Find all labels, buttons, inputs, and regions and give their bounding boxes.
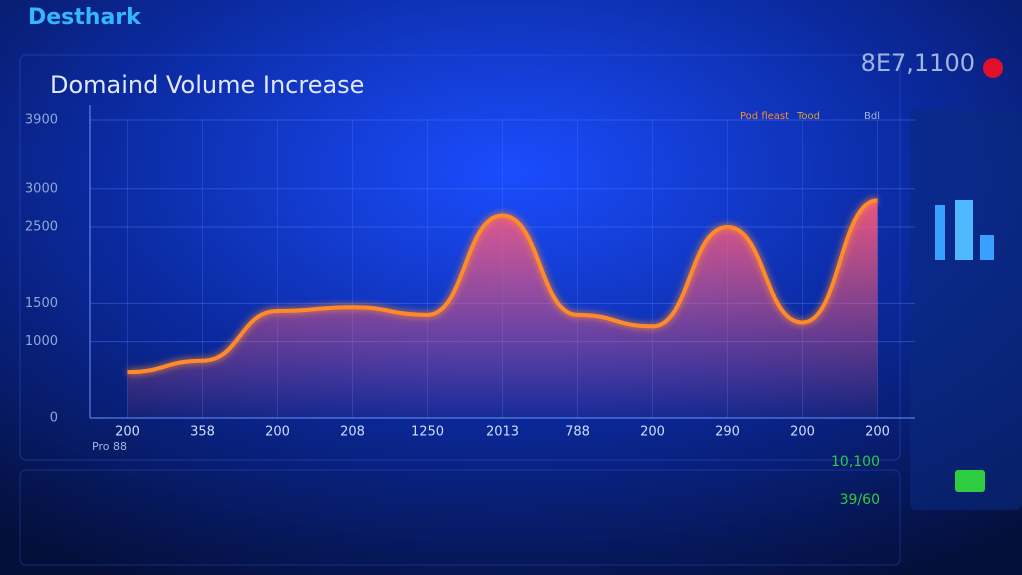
x-tick-label: 2013 [486, 425, 519, 440]
side-bar [955, 200, 973, 260]
area-fill [127, 200, 878, 418]
footer-value: 10,100 [831, 454, 880, 470]
brand: Desthark [28, 5, 142, 30]
legend-label: Pod fleast [740, 111, 789, 122]
y-tick-label: 2500 [25, 219, 58, 234]
legend-label: Bdl [864, 111, 880, 122]
status-block [955, 470, 985, 492]
x-tick-label: 200 [640, 425, 665, 440]
bottom-panel [19, 469, 901, 566]
x-tick-label: 200 [115, 425, 140, 440]
x-tick-label: 358 [190, 425, 215, 440]
x-note: Pro 88 [92, 440, 127, 453]
footer-value: 39/60 [840, 492, 880, 508]
y-tick-label: 3900 [25, 113, 58, 128]
side-bars [935, 200, 994, 492]
chart-title: Domaind Volume Increase [50, 71, 364, 99]
side-bar [935, 205, 945, 260]
y-tick-label: 1000 [25, 334, 58, 349]
x-tick-label: 1250 [411, 425, 444, 440]
side-bar [980, 235, 994, 260]
line [127, 198, 878, 375]
chart-panel [19, 54, 901, 461]
counter: 8E7,1100 [861, 49, 975, 77]
x-tick-label: 290 [715, 425, 740, 440]
x-tick-label: 200 [865, 425, 890, 440]
x-tick-label: 200 [265, 425, 290, 440]
y-tick-label: 0 [50, 411, 58, 426]
legend-label: Tood [796, 111, 820, 122]
y-tick-label: 1500 [25, 296, 58, 311]
side-panel [910, 110, 1022, 510]
x-tick-label: 200 [790, 425, 815, 440]
x-tick-label: 208 [340, 425, 365, 440]
x-tick-label: 788 [565, 425, 590, 440]
alert-dot[interactable] [983, 58, 1003, 78]
y-tick-label: 3000 [25, 181, 58, 196]
